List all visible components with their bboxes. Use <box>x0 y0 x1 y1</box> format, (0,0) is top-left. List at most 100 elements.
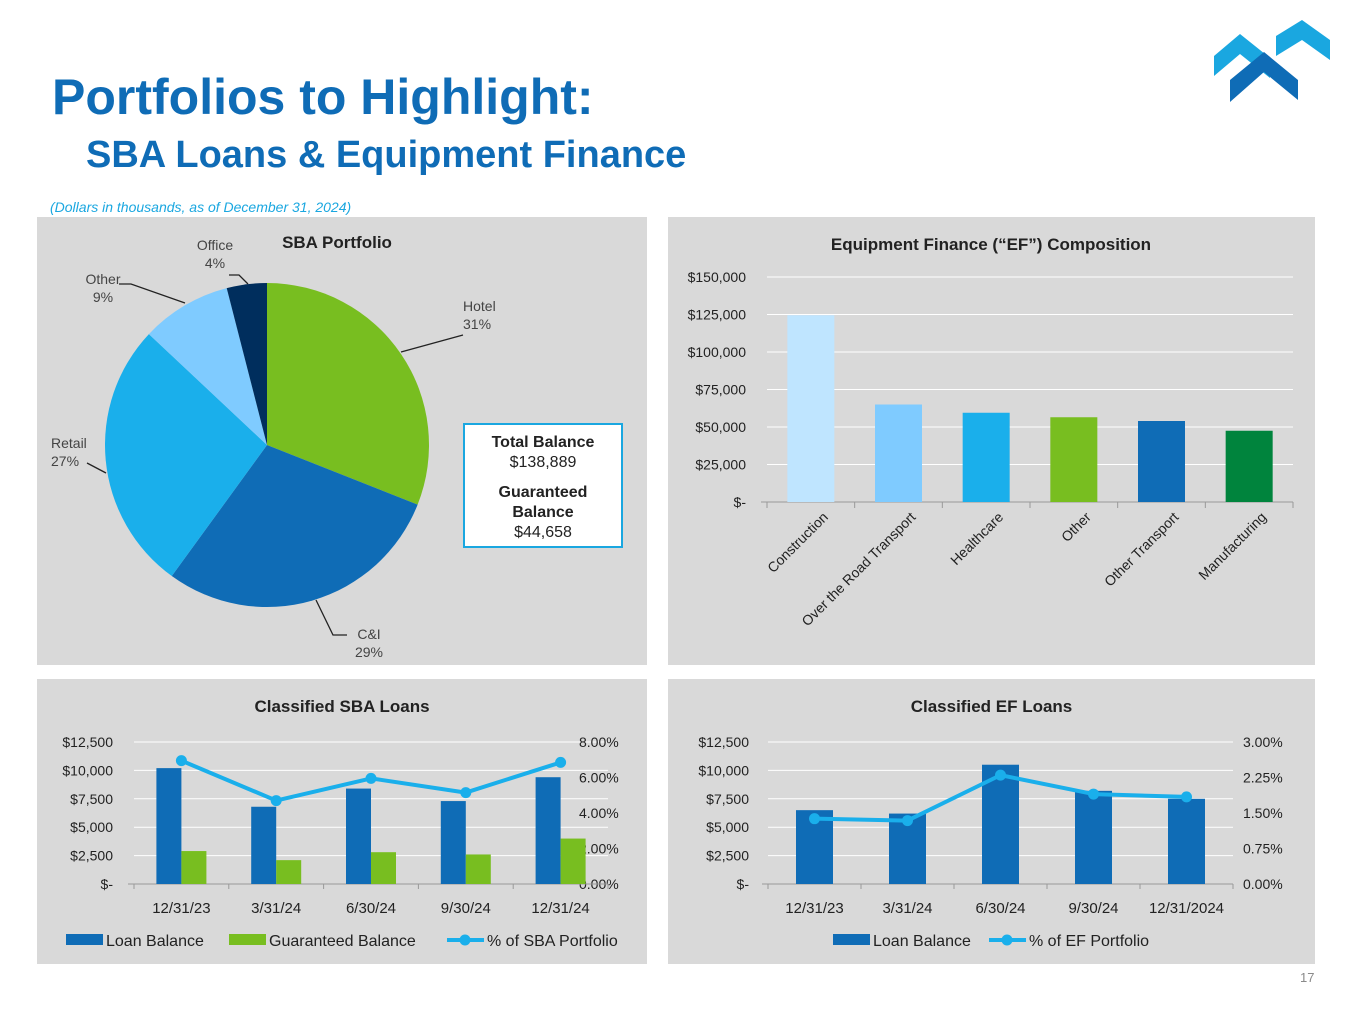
slice-pct-c-i: 29% <box>355 644 383 660</box>
chart-title: Equipment Finance (“EF”) Composition <box>831 235 1151 254</box>
bar-manufacturing <box>1225 430 1273 502</box>
x-tick-label-manufacturing: Manufacturing <box>1195 509 1269 583</box>
legend-label-guaranteed-balance: Guaranteed Balance <box>269 933 416 950</box>
chart-title: SBA Portfolio <box>282 233 392 252</box>
chart-title: Classified EF Loans <box>911 697 1073 716</box>
y-right-tick-label: 4.00% <box>579 805 619 821</box>
bar-construction <box>787 315 835 502</box>
leader-line-hotel <box>400 334 464 353</box>
bar-loan-balance-9-30-24 <box>440 801 466 884</box>
y-right-tick-label: 0.75% <box>1243 841 1283 857</box>
pie-slice-c-i <box>171 445 418 607</box>
x-tick-label-other-transport: Other Transport <box>1101 509 1182 590</box>
legend-label-of-sba-portfolio: % of SBA Portfolio <box>487 933 618 950</box>
legend-label-of-ef-portfolio: % of EF Portfolio <box>1029 933 1149 950</box>
y-left-tick-label: $7,500 <box>706 791 749 807</box>
bar-guaranteed-balance-6-30-24 <box>371 852 396 884</box>
legend-marker-of-sba-portfolio <box>459 934 471 946</box>
bar-over-the-road-transport <box>875 404 922 502</box>
guaranteed-balance-label: Guaranteed <box>498 484 588 501</box>
legend-label-loan-balance: Loan Balance <box>106 933 204 950</box>
point-of-sba-portfolio-12-31-24 <box>555 756 567 768</box>
legend-swatch-loan-balance <box>66 934 103 945</box>
x-tick-label-other: Other <box>1058 509 1094 545</box>
page-number: 17 <box>1300 970 1315 985</box>
leader-line-office <box>229 274 249 285</box>
bar-loan-balance-3-31-24 <box>251 806 277 884</box>
pie-slice-office <box>226 283 267 445</box>
y-left-tick-label: $12,500 <box>698 734 749 750</box>
point-of-ef-portfolio-6-30-24 <box>995 769 1006 781</box>
x-tick-label-12-31-23: 12/31/23 <box>152 900 210 917</box>
y-right-tick-label: 6.00% <box>579 770 619 786</box>
x-tick-label-6-30-24: 6/30/24 <box>975 900 1025 917</box>
page-subtitle: SBA Loans & Equipment Finance <box>86 134 687 176</box>
y-tick-label: $25,000 <box>695 457 746 473</box>
slice-label-office: Office <box>197 237 234 253</box>
x-tick-label-healthcare: Healthcare <box>947 509 1006 568</box>
y-left-tick-label: $5,000 <box>70 819 113 835</box>
point-of-ef-portfolio-12-31-23 <box>809 813 820 825</box>
guaranteed-balance-value: $44,658 <box>514 524 572 541</box>
y-left-tick-label: $5,000 <box>706 819 749 835</box>
y-right-tick-label: 3.00% <box>1243 734 1283 750</box>
bar-loan-balance-12-31-23 <box>156 768 182 884</box>
pie-slice-other <box>148 288 267 445</box>
legend-marker-of-ef-portfolio <box>1001 934 1013 946</box>
y-tick-label: $150,000 <box>688 269 747 285</box>
y-left-tick-label: $2,500 <box>706 848 749 864</box>
point-of-sba-portfolio-9-30-24 <box>460 787 472 799</box>
classified-ef-panel: Classified EF Loans $- $2,500 $5,000 $7,500 $… <box>668 679 1315 964</box>
slice-label-other: Other <box>85 271 120 287</box>
slice-label-hotel: Hotel <box>463 298 496 314</box>
classified-sba-panel: Classified SBA Loans $- $2,500 $5,000 $7,500… <box>37 679 647 964</box>
x-tick-label-12-31-23: 12/31/23 <box>785 900 843 917</box>
leader-line-other <box>119 283 186 304</box>
x-tick-label-12-31-2024: 12/31/2024 <box>1149 900 1224 917</box>
ef-composition-chart: Equipment Finance (“EF”) Composition $- $2… <box>688 235 1294 629</box>
legend-swatch-loan-balance <box>833 934 870 945</box>
y-tick-label: $50,000 <box>695 419 746 435</box>
guaranteed-balance-label-2: Balance <box>512 504 574 521</box>
total-balance-value: $138,889 <box>509 454 577 471</box>
bar-loan-balance-6-30-24 <box>982 764 1019 884</box>
page-title: Portfolios to Highlight: <box>52 69 594 125</box>
logo-shape-bottom <box>1230 52 1298 102</box>
sba-portfolio-panel: SBA Portfolio Hotel 31% C&I 29% Retail 27% Othe… <box>37 217 647 665</box>
slice-pct-other: 9% <box>93 289 113 305</box>
slice-label-c-i: C&I <box>357 626 380 642</box>
bar-healthcare <box>962 412 1010 502</box>
y-right-tick-label: 0.00% <box>1243 876 1283 892</box>
y-left-tick-label: $10,000 <box>698 762 749 778</box>
bar-guaranteed-balance-3-31-24 <box>276 860 302 884</box>
y-left-tick-label: $2,500 <box>70 848 113 864</box>
slice-pct-retail: 27% <box>51 453 79 469</box>
point-of-ef-portfolio-3-31-24 <box>902 815 913 827</box>
point-of-sba-portfolio-12-31-23 <box>175 755 187 767</box>
bar-other <box>1050 417 1098 502</box>
slice-pct-office: 4% <box>205 255 225 271</box>
x-tick-label-construction: Construction <box>764 509 831 576</box>
ef-composition-panel: Equipment Finance (“EF”) Composition $- $2… <box>668 217 1315 665</box>
point-of-ef-portfolio-12-31-2024 <box>1181 791 1192 803</box>
x-tick-label-9-30-24: 9/30/24 <box>1068 900 1118 917</box>
chart-title: Classified SBA Loans <box>254 697 429 716</box>
y-right-tick-label: 2.25% <box>1243 770 1283 786</box>
y-right-tick-label: 1.50% <box>1243 805 1283 821</box>
bar-guaranteed-balance-12-31-23 <box>181 851 207 884</box>
company-logo-icon <box>1214 20 1330 102</box>
slice-pct-hotel: 31% <box>463 316 491 332</box>
pie-slice-retail <box>104 334 267 577</box>
bar-guaranteed-balance-9-30-24 <box>465 854 491 884</box>
y-tick-label: $- <box>734 494 747 510</box>
total-balance-label: Total Balance <box>491 434 595 451</box>
x-tick-label-9-30-24: 9/30/24 <box>441 900 491 917</box>
y-tick-label: $75,000 <box>695 382 746 398</box>
classified-sba-chart: Classified SBA Loans $- $2,500 $5,000 $7,500… <box>62 697 619 950</box>
logo-shape-left <box>1214 34 1270 78</box>
y-left-tick-label: $12,500 <box>62 734 113 750</box>
y-tick-label: $125,000 <box>688 307 747 323</box>
bar-loan-balance-6-30-24 <box>346 788 371 884</box>
y-left-tick-label: $7,500 <box>70 791 113 807</box>
point-of-sba-portfolio-3-31-24 <box>270 795 282 807</box>
